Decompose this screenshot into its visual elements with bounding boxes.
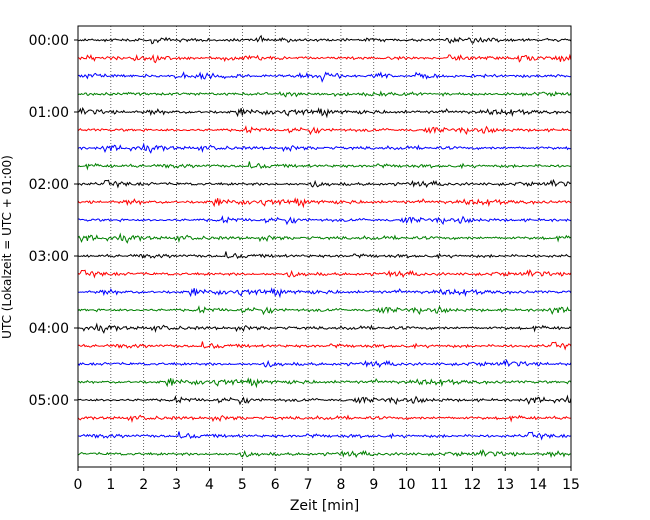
trace-row-0230 — [77, 215, 572, 226]
x-tick-label: 5 — [238, 477, 247, 493]
trace-row-0045 — [77, 90, 572, 98]
seismic-traces — [77, 34, 572, 459]
trace-row-0300 — [77, 251, 572, 260]
trace-row-0330 — [77, 287, 572, 299]
trace-row-0000 — [77, 34, 572, 45]
x-tick-label: 7 — [304, 477, 313, 493]
trace-row-0115 — [77, 125, 572, 136]
y-tick-label: 00:00 — [29, 33, 69, 49]
x-tick-label: 14 — [529, 477, 547, 493]
x-tick-label: 8 — [336, 477, 345, 493]
trace-row-0345 — [77, 305, 572, 316]
y-tick-label: 01:00 — [29, 105, 69, 121]
x-tick-label: 15 — [562, 477, 580, 493]
x-tick-label: 13 — [496, 477, 514, 493]
x-tick-label: 3 — [172, 477, 181, 493]
x-tick-label: 9 — [369, 477, 378, 493]
y-tick-label: 04:00 — [29, 321, 69, 337]
y-tick-label: 05:00 — [29, 393, 69, 409]
trace-row-0215 — [77, 197, 572, 209]
trace-row-0315 — [77, 268, 572, 279]
trace-row-0130 — [77, 142, 572, 154]
y-axis-label: UTC (Lokalzeit = UTC + 01:00) — [0, 155, 14, 339]
y-tick-label: 03:00 — [29, 249, 69, 265]
plot-frame — [77, 25, 572, 468]
trace-row-0245 — [77, 232, 572, 244]
x-tick-label: 12 — [463, 477, 481, 493]
trace-row-0030 — [77, 71, 572, 83]
x-tick-label: 4 — [205, 477, 214, 493]
y-tick-label: 02:00 — [29, 177, 69, 193]
trace-row-0145 — [77, 161, 572, 171]
x-tick-label: 2 — [139, 477, 148, 493]
trace-row-0400 — [77, 322, 572, 334]
trace-row-0530 — [77, 431, 572, 441]
trace-row-0100 — [77, 106, 572, 119]
trace-row-0500 — [77, 394, 572, 406]
x-tick-label: 1 — [106, 477, 115, 493]
trace-row-0415 — [77, 341, 572, 351]
x-tick-label: 6 — [271, 477, 280, 493]
x-tick-label: 10 — [398, 477, 416, 493]
trace-row-0430 — [77, 358, 572, 369]
trace-row-0445 — [77, 377, 572, 389]
x-tick-label: 11 — [431, 477, 449, 493]
trace-row-0200 — [77, 178, 572, 189]
trace-row-0545 — [77, 448, 572, 459]
x-axis-label: Zeit [min] — [290, 498, 359, 514]
x-axis: 0 1 2 3 4 5 6 7 8 9 10 11 12 13 14 15 — [74, 467, 580, 493]
trace-row-0515 — [77, 414, 572, 424]
y-axis: 00:00 01:00 02:00 03:00 04:00 05:00 — [29, 33, 78, 409]
x-tick-label: 0 — [74, 477, 83, 493]
trace-row-0015 — [77, 53, 572, 64]
